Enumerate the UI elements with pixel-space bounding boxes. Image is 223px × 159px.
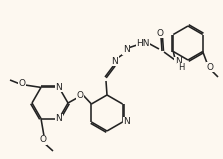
Text: O: O [206, 62, 213, 72]
Text: N: N [124, 118, 130, 127]
Text: N: N [175, 58, 181, 66]
Text: HN: HN [136, 38, 150, 48]
Text: N: N [56, 83, 62, 92]
Text: O: O [19, 80, 25, 89]
Text: H: H [178, 63, 184, 73]
Text: N: N [112, 56, 118, 66]
Text: N: N [123, 45, 129, 55]
Text: O: O [39, 135, 47, 145]
Text: O: O [76, 91, 83, 100]
Text: O: O [157, 28, 163, 38]
Text: N: N [56, 114, 62, 123]
